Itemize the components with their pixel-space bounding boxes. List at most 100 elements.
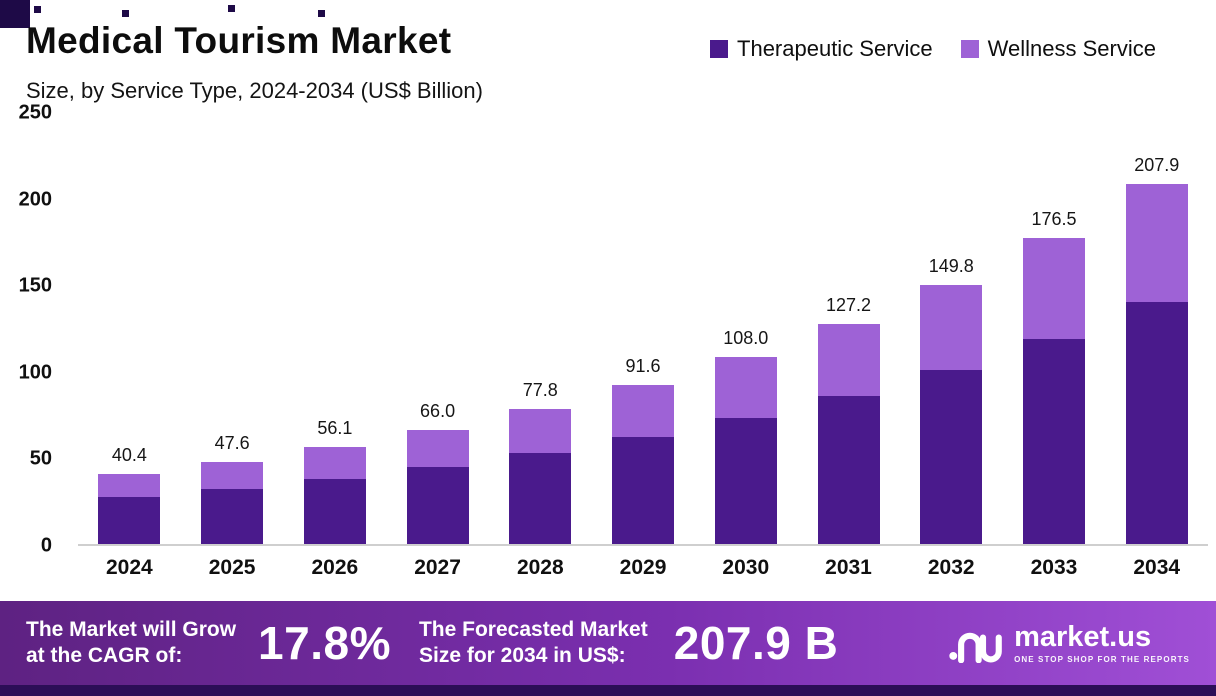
bar-stack: [1125, 183, 1188, 544]
bar-stack: [509, 409, 572, 544]
bar-column: 47.6: [181, 433, 284, 544]
bar-stack: [612, 385, 675, 544]
bar-segment-wellness: [817, 323, 880, 397]
chart-section: Medical Tourism Market Size, by Service …: [0, 0, 1208, 580]
bar-total-label: 66.0: [420, 400, 456, 421]
brand-text: market.us ONE STOP SHOP FOR THE REPORTS: [1014, 620, 1190, 664]
bar-segment-wellness: [612, 385, 675, 438]
bar-stack: [98, 474, 161, 544]
legend-swatch-wellness: [960, 40, 979, 58]
x-axis-label: 2028: [516, 556, 564, 579]
y-tick-label: 0: [40, 534, 52, 557]
bar-total-label: 176.5: [1031, 209, 1077, 230]
bar-segment-wellness: [1125, 183, 1188, 303]
x-axis-label: 2026: [311, 556, 359, 579]
market-us-logo-icon: [948, 619, 1004, 668]
forecast-label: The Forecasted Market Size for 2034 in U…: [419, 617, 648, 668]
y-tick-label: 100: [18, 361, 52, 384]
bar-segment-therapeutic: [98, 496, 161, 544]
bar-total-label: 207.9: [1134, 154, 1180, 175]
x-axis-label: 2033: [1030, 556, 1078, 579]
bar-total-label: 47.6: [214, 432, 250, 453]
forecast-value: 207.9 B: [673, 617, 839, 669]
bar-column: 40.4: [78, 445, 181, 544]
legend: Therapeutic Service Wellness Service: [710, 36, 1156, 62]
x-axis-label: 2031: [825, 556, 872, 579]
bar-segment-therapeutic: [303, 478, 366, 544]
x-axis-label: 2029: [619, 556, 667, 579]
bar-stack: [303, 446, 366, 544]
brand-tagline: ONE STOP SHOP FOR THE REPORTS: [1014, 654, 1190, 664]
forecast-label-line1: The Forecasted Market: [418, 618, 648, 642]
brand-block: market.us ONE STOP SHOP FOR THE REPORTS: [948, 619, 1190, 668]
bar-stack: [714, 356, 777, 544]
decor-dot: [34, 6, 41, 13]
bar-segment-therapeutic: [612, 437, 675, 544]
bar-segment-therapeutic: [406, 467, 469, 544]
bar-segment-therapeutic: [1022, 338, 1085, 544]
bar-total-label: 56.1: [317, 417, 353, 438]
bar-segment-therapeutic: [509, 453, 572, 544]
y-tick-label: 150: [18, 274, 52, 297]
forecast-label-line2: Size for 2034 in US$:: [418, 644, 626, 667]
plot-area: 40.4 47.6 56.1 66.0 77.8 91.6 108.0 127.2 149.8 1…: [78, 113, 1208, 546]
bar-total-label: 77.8: [522, 380, 558, 401]
x-axis-label: 2025: [208, 556, 256, 579]
page-subtitle: Size, by Service Type, 2024-2034 (US$ Bi…: [26, 78, 483, 103]
decor-dot: [228, 5, 235, 12]
cagr-value: 17.8%: [258, 617, 391, 669]
bar-total-label: 108.0: [723, 327, 769, 348]
bar-segment-wellness: [714, 356, 777, 419]
x-axis-label: 2032: [927, 556, 975, 579]
bar-column: 149.8: [900, 256, 1003, 544]
bar-column: 66.0: [386, 401, 489, 544]
bar-segment-wellness: [509, 409, 572, 454]
decor-corner-square: [0, 0, 30, 28]
footer-banner: The Market will Grow at the CAGR of: 17.…: [0, 601, 1216, 685]
cagr-label-line1: The Market will Grow: [26, 618, 237, 642]
bar-segment-therapeutic: [920, 369, 983, 544]
bar-segment-therapeutic: [817, 396, 880, 544]
y-tick-label: 50: [29, 447, 52, 470]
x-axis-label: 2034: [1133, 556, 1181, 579]
bar-column: 56.1: [283, 418, 386, 544]
bar-column: 91.6: [592, 356, 695, 544]
bar-segment-therapeutic: [201, 488, 264, 544]
bar-segment-wellness: [920, 284, 983, 370]
bar-stack: [920, 284, 983, 544]
y-tick-label: 250: [18, 101, 52, 124]
bar-segment-wellness: [98, 474, 161, 497]
bar-stack: [201, 461, 264, 544]
bar-segment-wellness: [1022, 238, 1085, 339]
bar-column: 108.0: [694, 328, 797, 544]
legend-swatch-therapeutic: [710, 40, 729, 58]
legend-item-therapeutic: Therapeutic Service: [710, 36, 933, 62]
bottom-strip: [0, 685, 1216, 696]
legend-item-wellness: Wellness Service: [960, 36, 1156, 62]
bar-column: 127.2: [797, 295, 900, 544]
bar-column: 176.5: [1003, 209, 1106, 544]
bar-segment-wellness: [303, 446, 366, 479]
bar-total-label: 149.8: [928, 255, 974, 276]
bar-total-label: 127.2: [825, 294, 872, 315]
x-axis-label: 2024: [106, 556, 153, 579]
bar-segment-therapeutic: [714, 418, 777, 544]
bar-segment-therapeutic: [1125, 302, 1188, 544]
x-axis: 2024 2025 2026 2027 2028 2029 2030 2031 2032 2033…: [78, 556, 1208, 580]
page-title: Medical Tourism Market: [26, 20, 452, 61]
x-axis-label: 2030: [722, 556, 770, 579]
decor-dot: [318, 10, 325, 17]
y-axis: 0 50 100 150 200 250: [0, 102, 62, 557]
bar-stack: [1022, 238, 1085, 544]
bar-segment-wellness: [201, 461, 264, 489]
cagr-label: The Market will Grow at the CAGR of:: [26, 617, 236, 668]
bar-total-label: 91.6: [625, 356, 661, 377]
legend-label-therapeutic: Therapeutic Service: [737, 36, 933, 61]
legend-label-wellness: Wellness Service: [987, 36, 1156, 61]
bar-stack: [406, 429, 469, 544]
brand-name: market.us: [1014, 620, 1152, 653]
x-axis-label: 2027: [414, 556, 461, 579]
y-tick-label: 200: [18, 188, 52, 211]
decor-dot: [122, 10, 129, 17]
